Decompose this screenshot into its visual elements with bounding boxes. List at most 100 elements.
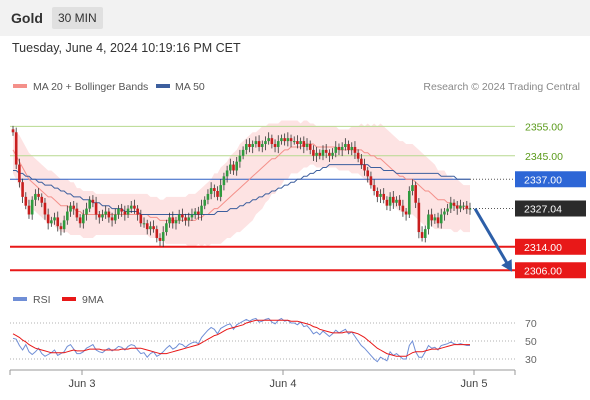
bollinger-band-area bbox=[13, 120, 470, 247]
resistance-label: 2355.00 bbox=[525, 121, 563, 133]
ma20-legend-label: MA 20 + Bollinger Bands bbox=[33, 81, 148, 93]
candle-body bbox=[468, 208, 472, 210]
candle-body bbox=[110, 217, 114, 221]
candle-body bbox=[27, 205, 31, 215]
candle-body bbox=[59, 226, 63, 230]
candle-body bbox=[123, 211, 127, 215]
rsi-lines bbox=[12, 317, 470, 363]
support-label: 2314.00 bbox=[524, 242, 562, 254]
candle-body bbox=[152, 226, 155, 230]
instrument-title: Gold bbox=[11, 10, 43, 26]
candle-body bbox=[372, 185, 376, 191]
candle-body bbox=[72, 205, 76, 209]
moving-averages bbox=[12, 143, 470, 221]
candle-body bbox=[264, 141, 267, 145]
candle-body bbox=[193, 211, 197, 215]
candle-body bbox=[286, 138, 290, 142]
candle-body bbox=[302, 141, 306, 147]
candle-body bbox=[280, 138, 283, 142]
candle-body bbox=[404, 211, 408, 215]
candle-body bbox=[385, 199, 389, 206]
candle-body bbox=[423, 229, 427, 238]
candle-body bbox=[388, 196, 392, 206]
candle-body bbox=[34, 193, 37, 200]
candle-body bbox=[270, 138, 274, 145]
candle-body bbox=[133, 205, 136, 209]
support-tag bbox=[515, 238, 586, 255]
candle-body bbox=[75, 208, 79, 218]
last-price-label: 2327.04 bbox=[524, 203, 562, 215]
candle-body bbox=[30, 199, 34, 215]
candle-body bbox=[161, 232, 165, 241]
candle-body bbox=[392, 196, 395, 203]
level-labels: 2355.00 2345.00 2337.00 2327.04 2314.00 2306.… bbox=[515, 121, 586, 279]
candle-body bbox=[382, 193, 386, 200]
candle-body bbox=[324, 149, 328, 153]
rsi-tick-label: 70 bbox=[525, 318, 537, 330]
candle-body bbox=[62, 220, 66, 230]
candle-body bbox=[171, 217, 175, 224]
candle-body bbox=[177, 214, 181, 221]
candle-body bbox=[104, 211, 107, 215]
candle-body bbox=[190, 214, 194, 218]
candle-body bbox=[181, 214, 184, 218]
candle-body bbox=[360, 158, 363, 165]
candle-body bbox=[292, 141, 296, 143]
candle-body bbox=[350, 146, 354, 150]
rsi-ma-line bbox=[12, 319, 470, 357]
candle-body bbox=[129, 205, 133, 209]
candle-body bbox=[107, 211, 111, 218]
candle-body bbox=[213, 188, 216, 191]
candle-body bbox=[155, 229, 159, 238]
main-legend: MA 20 + Bollinger Bands MA 50 Research ©… bbox=[13, 81, 580, 93]
candle-body bbox=[174, 220, 178, 224]
candle-body bbox=[139, 214, 143, 224]
candle-body bbox=[229, 164, 232, 171]
candle-body bbox=[289, 138, 293, 142]
candle-body bbox=[366, 170, 370, 177]
candle-body bbox=[165, 223, 168, 233]
candle-body bbox=[232, 164, 235, 171]
candle-body bbox=[238, 155, 242, 162]
pivot-tag bbox=[515, 171, 586, 188]
candle-body bbox=[446, 208, 449, 212]
chart-datetime: Tuesday, June 4, 2024 10:19:16 PM CET bbox=[12, 41, 241, 55]
resistance-label: 2345.00 bbox=[525, 151, 563, 163]
rsi-ma-legend-label: 9MA bbox=[82, 294, 104, 306]
support-label: 2306.00 bbox=[524, 265, 562, 277]
candle-body bbox=[340, 146, 344, 150]
candle-body bbox=[244, 144, 248, 150]
candle-body bbox=[449, 202, 453, 209]
projection-arrow-head bbox=[501, 259, 513, 272]
candle-body bbox=[24, 196, 28, 206]
candle-body bbox=[136, 208, 139, 215]
time-tick-label: Jun 5 bbox=[461, 378, 488, 390]
candle-body bbox=[184, 217, 187, 221]
candle-body bbox=[283, 138, 286, 142]
candle-body bbox=[187, 217, 191, 221]
projection-arrow-shaft bbox=[473, 207, 512, 270]
candle-body bbox=[267, 138, 270, 142]
rsi-grid: 70 50 30 bbox=[10, 318, 537, 366]
candle-body bbox=[427, 214, 430, 230]
candle-body bbox=[411, 185, 414, 191]
candle-body bbox=[200, 205, 203, 215]
candle-body bbox=[334, 146, 338, 153]
candle-body bbox=[257, 141, 261, 147]
candle-body bbox=[117, 208, 120, 215]
candle-body bbox=[101, 214, 104, 218]
support-tag bbox=[515, 262, 586, 279]
ma50-line bbox=[13, 164, 470, 215]
candle-body bbox=[203, 199, 207, 206]
ma20-legend-swatch bbox=[13, 84, 27, 88]
candle-body bbox=[347, 144, 350, 150]
candle-body bbox=[66, 211, 69, 221]
candle-body bbox=[206, 193, 210, 200]
timeframe-button[interactable]: 30 MIN bbox=[52, 7, 103, 29]
ma50-legend-swatch bbox=[156, 84, 170, 88]
rsi-legend: RSI 9MA bbox=[13, 294, 104, 306]
candle-body bbox=[43, 202, 47, 215]
candle-body bbox=[18, 164, 21, 183]
rsi-legend-label: RSI bbox=[33, 294, 51, 306]
